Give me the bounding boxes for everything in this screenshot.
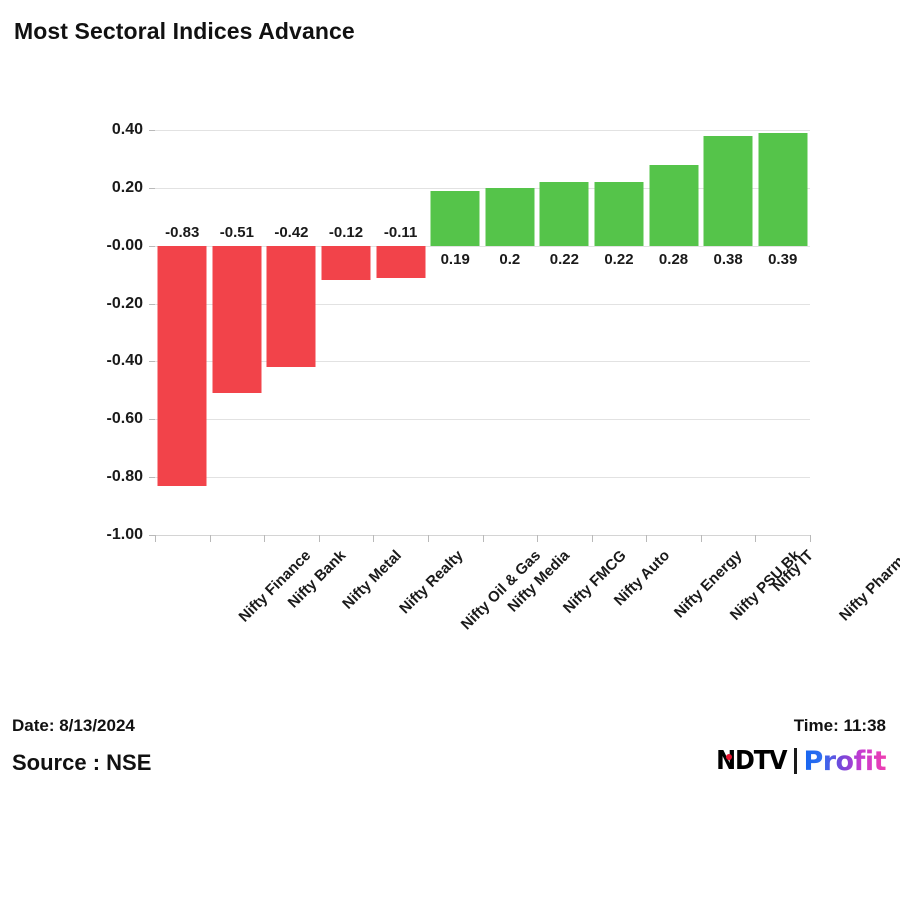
bar-value-label: -0.12 bbox=[328, 223, 364, 241]
plot-area: -0.83 -0.51 -0.42 -0.12 -0.11 0.19 0.2 0.22 0.22… bbox=[149, 130, 811, 542]
bar-positive[interactable] bbox=[649, 164, 699, 246]
bar-negative[interactable] bbox=[212, 245, 262, 394]
gridline bbox=[155, 419, 810, 421]
bar-value-label: -0.42 bbox=[274, 223, 309, 241]
x-axis-tick-mark bbox=[700, 535, 702, 542]
bar-value-label: 0.22 bbox=[549, 250, 579, 268]
ndtv-profit-logo: NDTV Profit bbox=[710, 745, 886, 777]
date-label: Date: 8/13/2024 bbox=[12, 716, 135, 735]
x-axis-tick-mark bbox=[482, 535, 484, 542]
y-axis-tick-label: -0.40 bbox=[106, 352, 143, 370]
y-axis-tick-label: -1.00 bbox=[106, 526, 143, 543]
y-axis-tick-label: -0.80 bbox=[106, 468, 143, 486]
y-axis-tick-mark bbox=[149, 419, 155, 421]
bar-value-label: 0.19 bbox=[440, 250, 470, 268]
bar-group[interactable]: 0.39 bbox=[755, 130, 810, 535]
y-axis-tick-mark bbox=[149, 477, 155, 479]
bar-value-label: 0.39 bbox=[768, 250, 798, 268]
bar-positive[interactable] bbox=[485, 187, 535, 246]
bar-group[interactable]: -0.42 bbox=[264, 130, 319, 535]
bar-negative[interactable] bbox=[376, 245, 426, 278]
bar-group[interactable]: -0.51 bbox=[210, 130, 265, 535]
y-axis-tick-label: -0.00 bbox=[106, 236, 143, 254]
bar-value-label: -0.11 bbox=[383, 223, 418, 241]
logo-divider bbox=[794, 748, 798, 774]
x-axis-category-label: Nifty Pharma bbox=[835, 547, 900, 625]
bar-value-label: 0.22 bbox=[604, 250, 634, 268]
bar-negative[interactable] bbox=[321, 245, 371, 281]
gridline bbox=[155, 477, 810, 479]
x-axis-tick-mark bbox=[537, 535, 539, 542]
y-axis-tick-mark bbox=[149, 535, 155, 536]
bar-group[interactable]: -0.11 bbox=[373, 130, 428, 535]
bar-negative[interactable] bbox=[266, 245, 316, 368]
time-label: Time: 11:38 bbox=[793, 716, 886, 735]
bar-group[interactable]: 0.22 bbox=[592, 130, 647, 535]
bar-group[interactable]: 0.38 bbox=[701, 130, 756, 535]
x-axis-category-label: Nifty Realty bbox=[396, 547, 467, 618]
x-axis-tick-mark bbox=[155, 535, 156, 542]
y-axis-tick-label: 0.20 bbox=[111, 178, 143, 196]
x-axis-tick-mark bbox=[427, 535, 429, 542]
footer: Date: 8/13/2024 Source : NSE Time: 11:38… bbox=[0, 700, 900, 820]
bar-value-label: -0.51 bbox=[219, 223, 254, 241]
x-axis-tick-mark bbox=[318, 535, 320, 542]
x-axis-tick-mark bbox=[209, 535, 211, 542]
gridline bbox=[155, 303, 810, 305]
x-axis-tick-mark bbox=[591, 535, 593, 542]
y-axis-tick-mark bbox=[149, 245, 155, 247]
x-axis-tick-mark bbox=[373, 535, 375, 542]
bar-chart: -0.83 -0.51 -0.42 -0.12 -0.11 0.19 0.2 0.22 0.22… bbox=[106, 121, 900, 633]
source-label: Source : NSE bbox=[12, 750, 152, 775]
bar-positive[interactable] bbox=[703, 135, 753, 246]
bar-value-label: -0.83 bbox=[165, 223, 200, 241]
y-axis-tick-mark bbox=[149, 361, 155, 363]
bar-positive[interactable] bbox=[539, 182, 589, 246]
page-title: Most Sectoral Indices Advance bbox=[14, 18, 355, 44]
bar-group[interactable]: -0.12 bbox=[319, 130, 374, 535]
bar-negative[interactable] bbox=[157, 245, 207, 486]
bar-value-label: 0.38 bbox=[713, 250, 743, 268]
bar-group[interactable]: 0.19 bbox=[428, 130, 483, 535]
gridline bbox=[155, 187, 810, 189]
y-axis-tick-mark bbox=[149, 130, 155, 131]
gridline bbox=[155, 361, 810, 363]
y-axis-tick-label: -0.20 bbox=[106, 294, 143, 312]
bar-group[interactable]: 0.2 bbox=[483, 130, 538, 535]
x-axis-category-label: Nifty Metal bbox=[339, 547, 406, 613]
ndtv-red-dot-icon bbox=[726, 754, 733, 760]
bar-positive[interactable] bbox=[594, 182, 644, 246]
x-axis-tick-mark bbox=[646, 535, 648, 542]
y-axis-tick-label: -0.60 bbox=[106, 410, 143, 428]
bar-positive[interactable] bbox=[430, 190, 480, 246]
gridline bbox=[155, 245, 810, 247]
x-axis-tick-mark bbox=[264, 535, 266, 542]
bar-positive[interactable] bbox=[758, 132, 808, 246]
y-axis-tick-mark bbox=[149, 303, 155, 305]
y-axis-tick-label: 0.40 bbox=[111, 121, 143, 138]
x-axis-tick-mark bbox=[755, 535, 757, 542]
bar-group[interactable]: 0.28 bbox=[646, 130, 701, 535]
bar-group[interactable]: -0.83 bbox=[155, 130, 210, 535]
x-axis-tick-mark bbox=[810, 535, 811, 542]
bar-value-label: 0.28 bbox=[658, 250, 689, 268]
ndtv-wordmark: NDTV bbox=[716, 746, 787, 776]
bar-group[interactable]: 0.22 bbox=[537, 130, 592, 535]
gridline bbox=[155, 130, 810, 131]
profit-wordmark: Profit bbox=[803, 745, 886, 777]
bar-value-label: 0.2 bbox=[499, 250, 521, 268]
y-axis-tick-mark bbox=[149, 187, 155, 189]
